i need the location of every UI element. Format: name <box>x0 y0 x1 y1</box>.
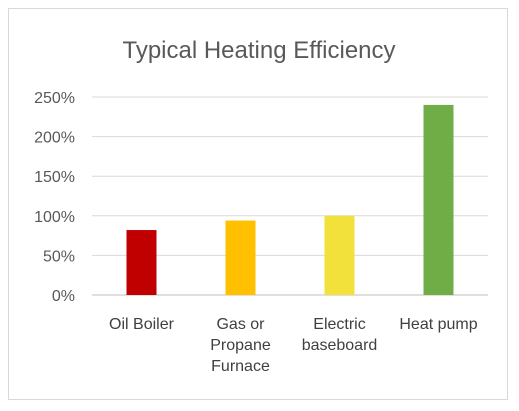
x-axis-labels: Oil Boiler Gas or Propane Furnace Electric ba… <box>109 316 478 375</box>
y-tick-label: 50% <box>43 248 75 265</box>
y-axis-ticks: 0% 50% 100% 150% 200% 250% <box>34 90 75 305</box>
x-tick-label-line: Furnace <box>211 358 270 375</box>
y-tick-label: 100% <box>34 209 75 226</box>
bars <box>126 104 454 295</box>
x-tick-label-line: Electric <box>313 316 365 333</box>
x-tick-label-line: baseboard <box>302 337 378 354</box>
x-tick-label: Electric baseboard <box>302 316 378 354</box>
gridlines <box>92 96 488 296</box>
x-tick-label-line: Propane <box>210 337 271 354</box>
x-tick-label: Oil Boiler <box>109 316 175 333</box>
y-tick-label: 0% <box>52 288 75 305</box>
bar <box>423 104 454 295</box>
y-tick-label: 250% <box>34 90 75 107</box>
bar <box>225 220 256 295</box>
x-tick-label-line: Heat pump <box>399 316 477 333</box>
x-tick-label: Gas or Propane Furnace <box>210 316 271 375</box>
chart-title: Typical Heating Efficiency <box>122 37 395 64</box>
x-tick-label-line: Gas or <box>216 316 265 333</box>
y-tick-label: 150% <box>34 169 75 186</box>
bar <box>126 230 157 295</box>
x-tick-label: Heat pump <box>399 316 477 333</box>
y-tick-label: 200% <box>34 130 75 147</box>
bar <box>324 215 355 295</box>
x-tick-label-line: Oil Boiler <box>109 316 175 333</box>
